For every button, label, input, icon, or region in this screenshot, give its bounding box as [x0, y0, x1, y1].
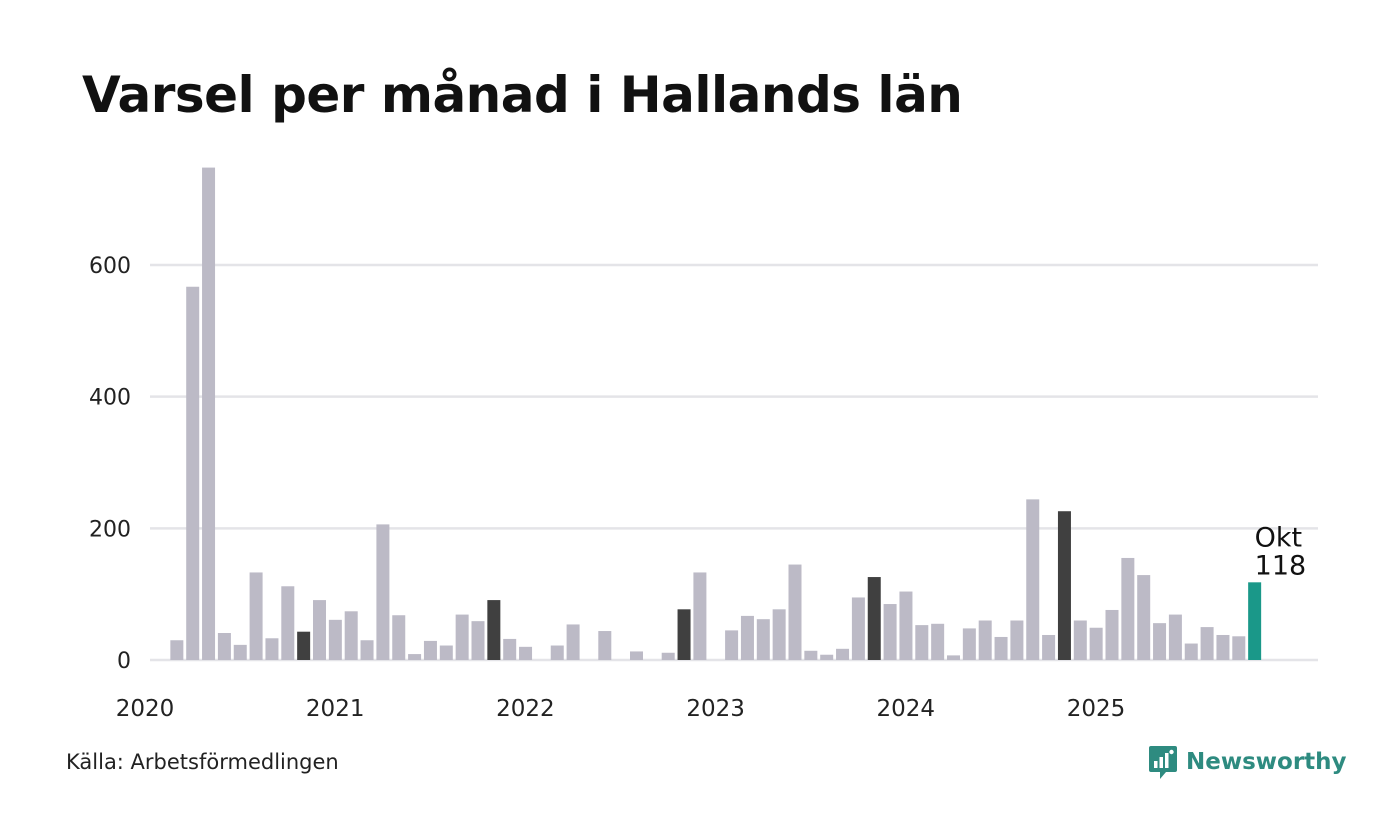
bar [217, 633, 231, 660]
y-tick-label: 200 [89, 517, 131, 542]
x-tick-label: 2020 [116, 696, 175, 722]
bar [867, 577, 881, 660]
bar [756, 619, 770, 660]
bar [804, 650, 818, 660]
bar [1168, 614, 1182, 660]
bar [915, 625, 929, 660]
bar [1073, 620, 1087, 660]
bar [439, 645, 453, 660]
annotation: Okt 118 [1255, 522, 1307, 581]
bar [1089, 627, 1103, 660]
y-tick-label: 0 [117, 649, 131, 674]
bar [423, 640, 437, 660]
bar [1153, 623, 1167, 660]
bar [1010, 620, 1024, 660]
x-tick-label: 2023 [686, 696, 745, 722]
bar [344, 611, 358, 660]
bar [1057, 511, 1071, 660]
bar [550, 645, 564, 660]
bar [978, 620, 992, 660]
bar [487, 600, 501, 660]
bar [947, 655, 960, 660]
x-tick-label: 2022 [496, 696, 555, 722]
x-tick-label: 2025 [1067, 696, 1126, 722]
bar [899, 591, 913, 660]
bar [170, 640, 184, 660]
newsworthy-logo: Newsworthy [1148, 744, 1347, 780]
annotation-value: 118 [1255, 550, 1307, 581]
annotation-label: Okt [1255, 522, 1302, 553]
bar [851, 597, 865, 660]
chart-title: Varsel per månad i Hallands län [82, 66, 963, 124]
y-tick-label: 400 [89, 386, 131, 411]
x-tick-label: 2021 [306, 696, 365, 722]
bar [249, 572, 263, 660]
bar [281, 586, 295, 660]
bar [328, 619, 342, 660]
bar [1042, 634, 1056, 660]
bar [994, 636, 1008, 660]
bar [962, 628, 976, 660]
bar [1200, 627, 1214, 660]
bar [740, 615, 754, 660]
bar [630, 651, 643, 660]
bar [233, 644, 247, 660]
bar [392, 615, 406, 660]
newsworthy-icon [1149, 746, 1177, 779]
source-note: Källa: Arbetsförmedlingen [66, 750, 339, 774]
bar [1026, 499, 1040, 660]
bar [202, 167, 216, 660]
bar [1248, 582, 1262, 660]
bar [1121, 557, 1135, 660]
bar [772, 609, 786, 660]
bar [265, 638, 279, 660]
bar [297, 631, 311, 660]
y-axis-ticks: 0 200 400 600 [89, 254, 131, 674]
bar [519, 646, 533, 660]
x-axis-ticks: 2020 2021 2022 2023 2024 2025 [116, 696, 1126, 722]
bar [677, 609, 691, 660]
bar [1216, 634, 1230, 660]
bar [820, 654, 834, 660]
bar [1137, 575, 1151, 660]
bar [661, 652, 675, 660]
bar [1184, 643, 1198, 660]
bar [693, 572, 707, 660]
bar [503, 638, 517, 660]
bar [788, 564, 802, 660]
y-tick-label: 600 [89, 254, 131, 279]
bar [313, 600, 326, 660]
bar [186, 286, 200, 660]
bar [408, 654, 422, 660]
bar [471, 621, 485, 660]
bar [1232, 636, 1246, 660]
bar [376, 524, 390, 660]
bar [455, 614, 469, 660]
bar [598, 631, 612, 660]
bar [1105, 609, 1119, 660]
bar [360, 640, 374, 660]
bars [170, 167, 1262, 660]
x-tick-label: 2024 [877, 696, 936, 722]
bar [883, 604, 897, 660]
bar [725, 630, 739, 660]
brand-name: Newsworthy [1186, 749, 1347, 775]
bar [836, 648, 850, 660]
bar [931, 623, 945, 660]
bar [566, 624, 580, 660]
